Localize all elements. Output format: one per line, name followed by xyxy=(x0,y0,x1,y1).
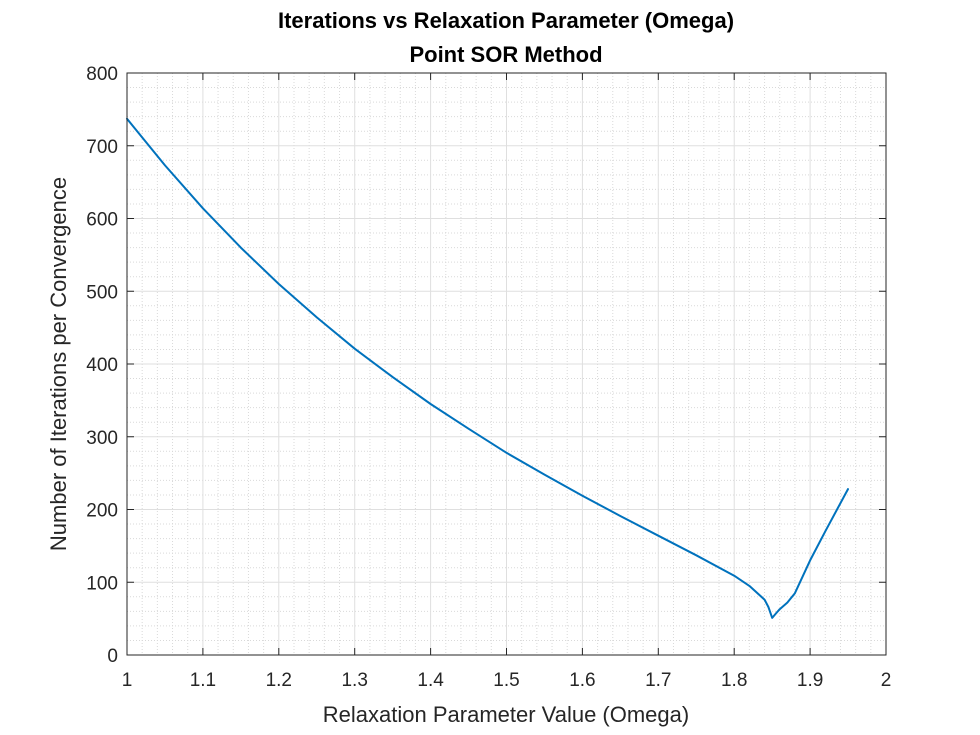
x-tick-label: 1.1 xyxy=(190,670,216,691)
chart-title: Iterations vs Relaxation Parameter (Omeg… xyxy=(278,8,734,33)
y-tick-labels: 0 100 200 300 400 500 600 700 800 xyxy=(86,64,118,667)
x-tick-label: 1.5 xyxy=(493,670,519,691)
y-tick-label: 700 xyxy=(86,137,118,158)
y-axis-label: Number of Iterations per Convergence xyxy=(46,177,71,551)
series-line xyxy=(126,117,849,619)
series-layer xyxy=(126,117,849,619)
y-tick-label: 100 xyxy=(86,573,118,594)
y-tick-label: 0 xyxy=(107,646,118,667)
x-tick-label: 1.3 xyxy=(341,670,367,691)
x-tick-label: 2 xyxy=(881,670,892,691)
x-tick-label: 1.7 xyxy=(645,670,671,691)
x-tick-label: 1.9 xyxy=(797,670,823,691)
x-axis-label: Relaxation Parameter Value (Omega) xyxy=(323,702,689,727)
x-tick-labels: 1 1.1 1.2 1.3 1.4 1.5 1.6 1.7 1.8 1.9 2 xyxy=(122,670,892,691)
x-tick-label: 1.2 xyxy=(266,670,292,691)
y-tick-label: 200 xyxy=(86,501,118,522)
y-tick-label: 300 xyxy=(86,428,118,449)
x-tick-label: 1.8 xyxy=(721,670,747,691)
chart-subtitle: Point SOR Method xyxy=(409,42,602,67)
y-tick-label: 400 xyxy=(86,355,118,376)
y-tick-label: 800 xyxy=(86,64,118,85)
x-tick-label: 1.6 xyxy=(569,670,595,691)
x-tick-label: 1 xyxy=(122,670,133,691)
x-tick-label: 1.4 xyxy=(417,670,444,691)
y-tick-label: 500 xyxy=(86,282,118,303)
y-tick-label: 600 xyxy=(86,210,118,231)
tick-marks xyxy=(126,72,887,656)
